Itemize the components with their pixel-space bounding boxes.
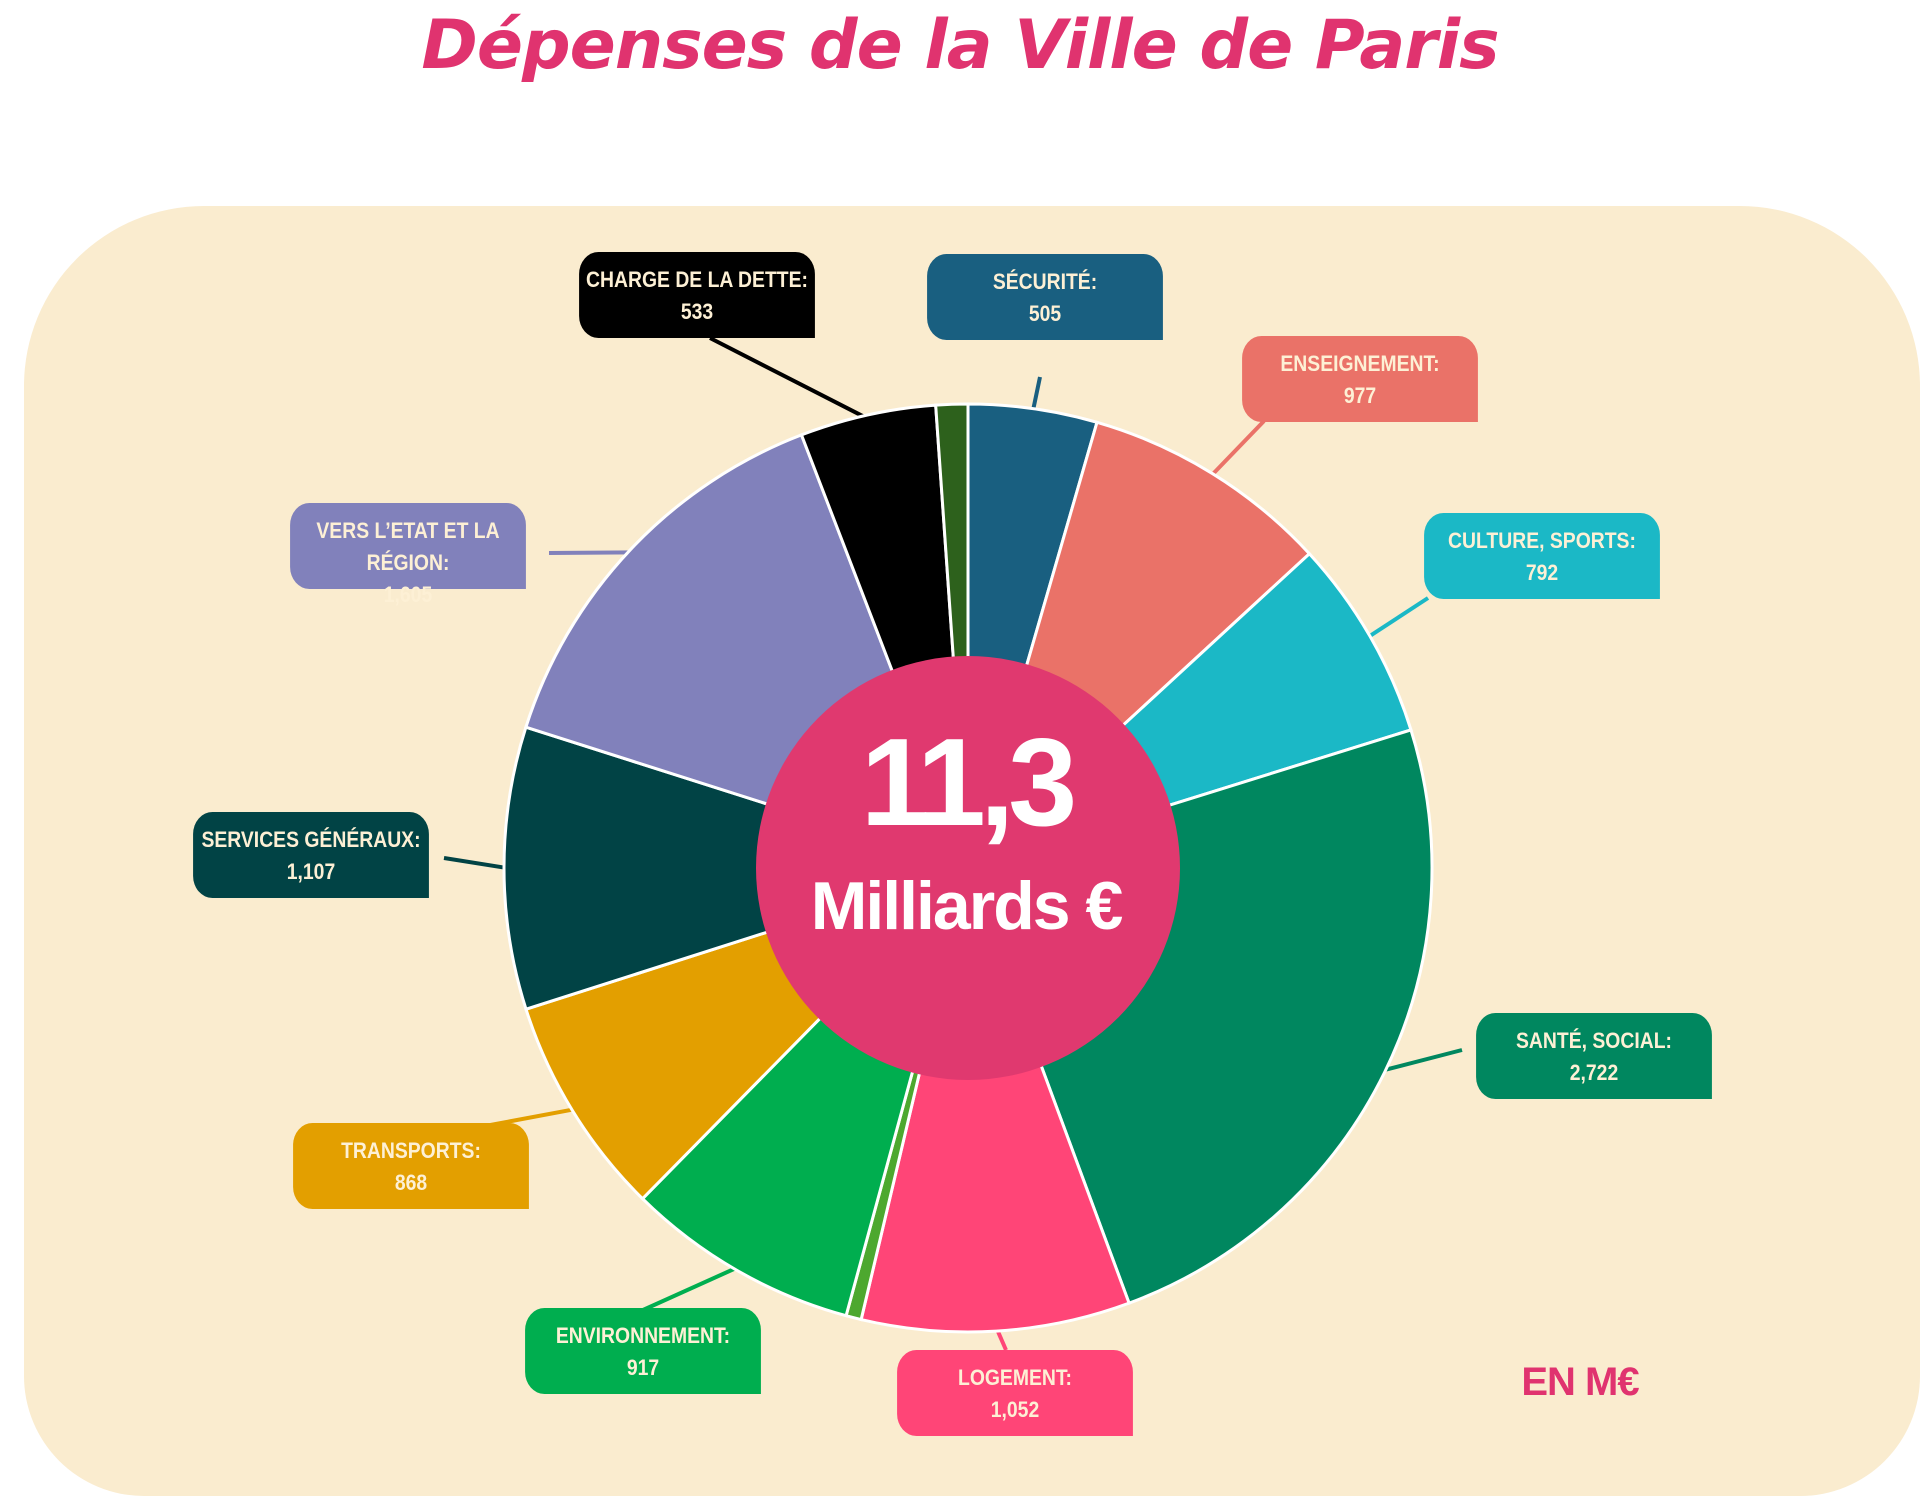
leader-line xyxy=(548,550,634,555)
slice-label-value: 792 xyxy=(1525,560,1559,585)
unit-note: EN M€ xyxy=(1521,1360,1639,1404)
leader-line xyxy=(1208,419,1266,479)
slice-label-name: CULTURE, SPORTS: xyxy=(1448,528,1636,553)
slice-label: ENSEIGNEMENT: 977 xyxy=(1242,336,1478,422)
leader-line xyxy=(1365,596,1430,640)
slice-label-value: 1,052 xyxy=(990,1397,1040,1422)
slice-label: LOGEMENT: 1,052 xyxy=(897,1350,1133,1436)
slice-label-name: CHARGE DE LA DETTE: xyxy=(586,267,808,292)
slice-label-value: 977 xyxy=(1343,383,1377,408)
slice-label-name: SÉCURITÉ: xyxy=(992,269,1098,294)
slice-label-value: 505 xyxy=(1028,301,1062,326)
slice-label-name: TRANSPORTS: xyxy=(341,1138,481,1163)
slice-label-name: SERVICES GÉNÉRAUX: xyxy=(201,827,421,852)
slice-label-name: ENVIRONNEMENT: xyxy=(555,1323,731,1348)
slice-label-value: 917 xyxy=(626,1355,660,1380)
slice-label-value: 1,107 xyxy=(286,859,336,884)
leader-line xyxy=(443,856,509,871)
slice-label-name: SANTÉ, SOCIAL: xyxy=(1516,1028,1672,1053)
slice-label: CULTURE, SPORTS: 792 xyxy=(1424,513,1660,599)
pie-slice xyxy=(502,725,973,1012)
pie-slice xyxy=(859,862,1131,1334)
leader-line xyxy=(642,1265,740,1312)
slice-label: SÉCURITÉ: 505 xyxy=(927,254,1163,340)
leader-line xyxy=(1380,1048,1463,1073)
slice-label-name: LOGEMENT: xyxy=(957,1365,1073,1390)
slice-label: CHARGE DE LA DETTE: 533 xyxy=(579,252,815,338)
slice-label: ENVIRONNEMENT: 917 xyxy=(525,1308,761,1394)
slice-label-value: 868 xyxy=(394,1170,428,1195)
slice-label: TRANSPORTS: 868 xyxy=(293,1123,529,1209)
slice-label: SANTÉ, SOCIAL: 2,722 xyxy=(1476,1013,1712,1099)
slice-label: VERS L’ETAT ET LA RÉGION: 1,605 xyxy=(290,503,526,607)
slice-label-value: 533 xyxy=(680,299,714,324)
page-title: Dépenses de la Ville de Paris xyxy=(421,6,1499,85)
slice-label-value: 1,605 xyxy=(383,582,433,607)
center-circle xyxy=(756,656,1180,1080)
slice-label-name: VERS L’ETAT ET LA RÉGION: xyxy=(316,518,500,575)
center-total: 11,3 xyxy=(860,714,1078,852)
leader-line xyxy=(1030,376,1042,413)
leader-line xyxy=(709,336,870,421)
slice-label-name: ENSEIGNEMENT: xyxy=(1280,351,1440,376)
slice-label-value: 2,722 xyxy=(1569,1060,1619,1085)
center-unit: Milliards € xyxy=(810,868,1124,944)
slice-label: SERVICES GÉNÉRAUX: 1,107 xyxy=(193,812,429,898)
